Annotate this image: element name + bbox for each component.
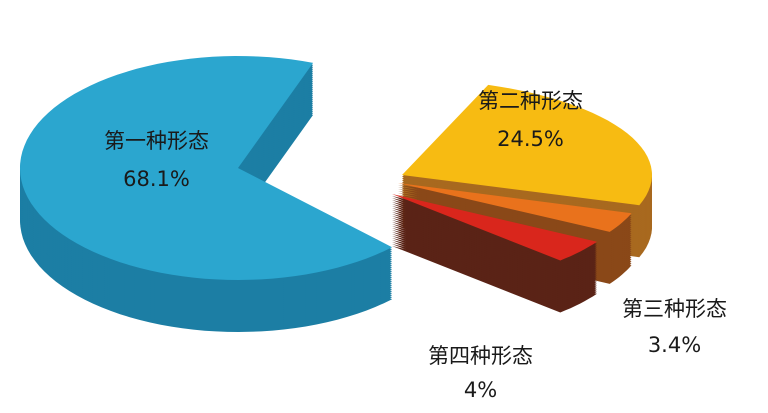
slice-value-2: 24.5%: [497, 127, 564, 151]
pie-slice-1: [20, 56, 393, 332]
slice-label-1: 第一种形态 68.1%: [104, 128, 209, 192]
slice-label-4: 第四种形态 4%: [428, 343, 533, 403]
pie-slice-4: [392, 194, 597, 313]
slice-top: [398, 183, 632, 232]
slice-name-1: 第一种形态: [104, 129, 209, 153]
slice-top: [20, 56, 393, 280]
slice-name-4: 第四种形态: [428, 344, 533, 368]
slice-name-2: 第二种形态: [478, 89, 583, 113]
slice-value-1: 68.1%: [123, 167, 190, 191]
slice-name-3: 第三种形态: [622, 297, 727, 321]
slice-top: [392, 194, 597, 261]
slice-value-4: 4%: [463, 378, 498, 402]
slice-label-2: 第二种形态 24.5%: [478, 88, 583, 152]
slice-label-3: 第三种形态 3.4%: [622, 296, 727, 358]
slice-value-3: 3.4%: [647, 333, 702, 357]
slice-top: [402, 84, 652, 206]
